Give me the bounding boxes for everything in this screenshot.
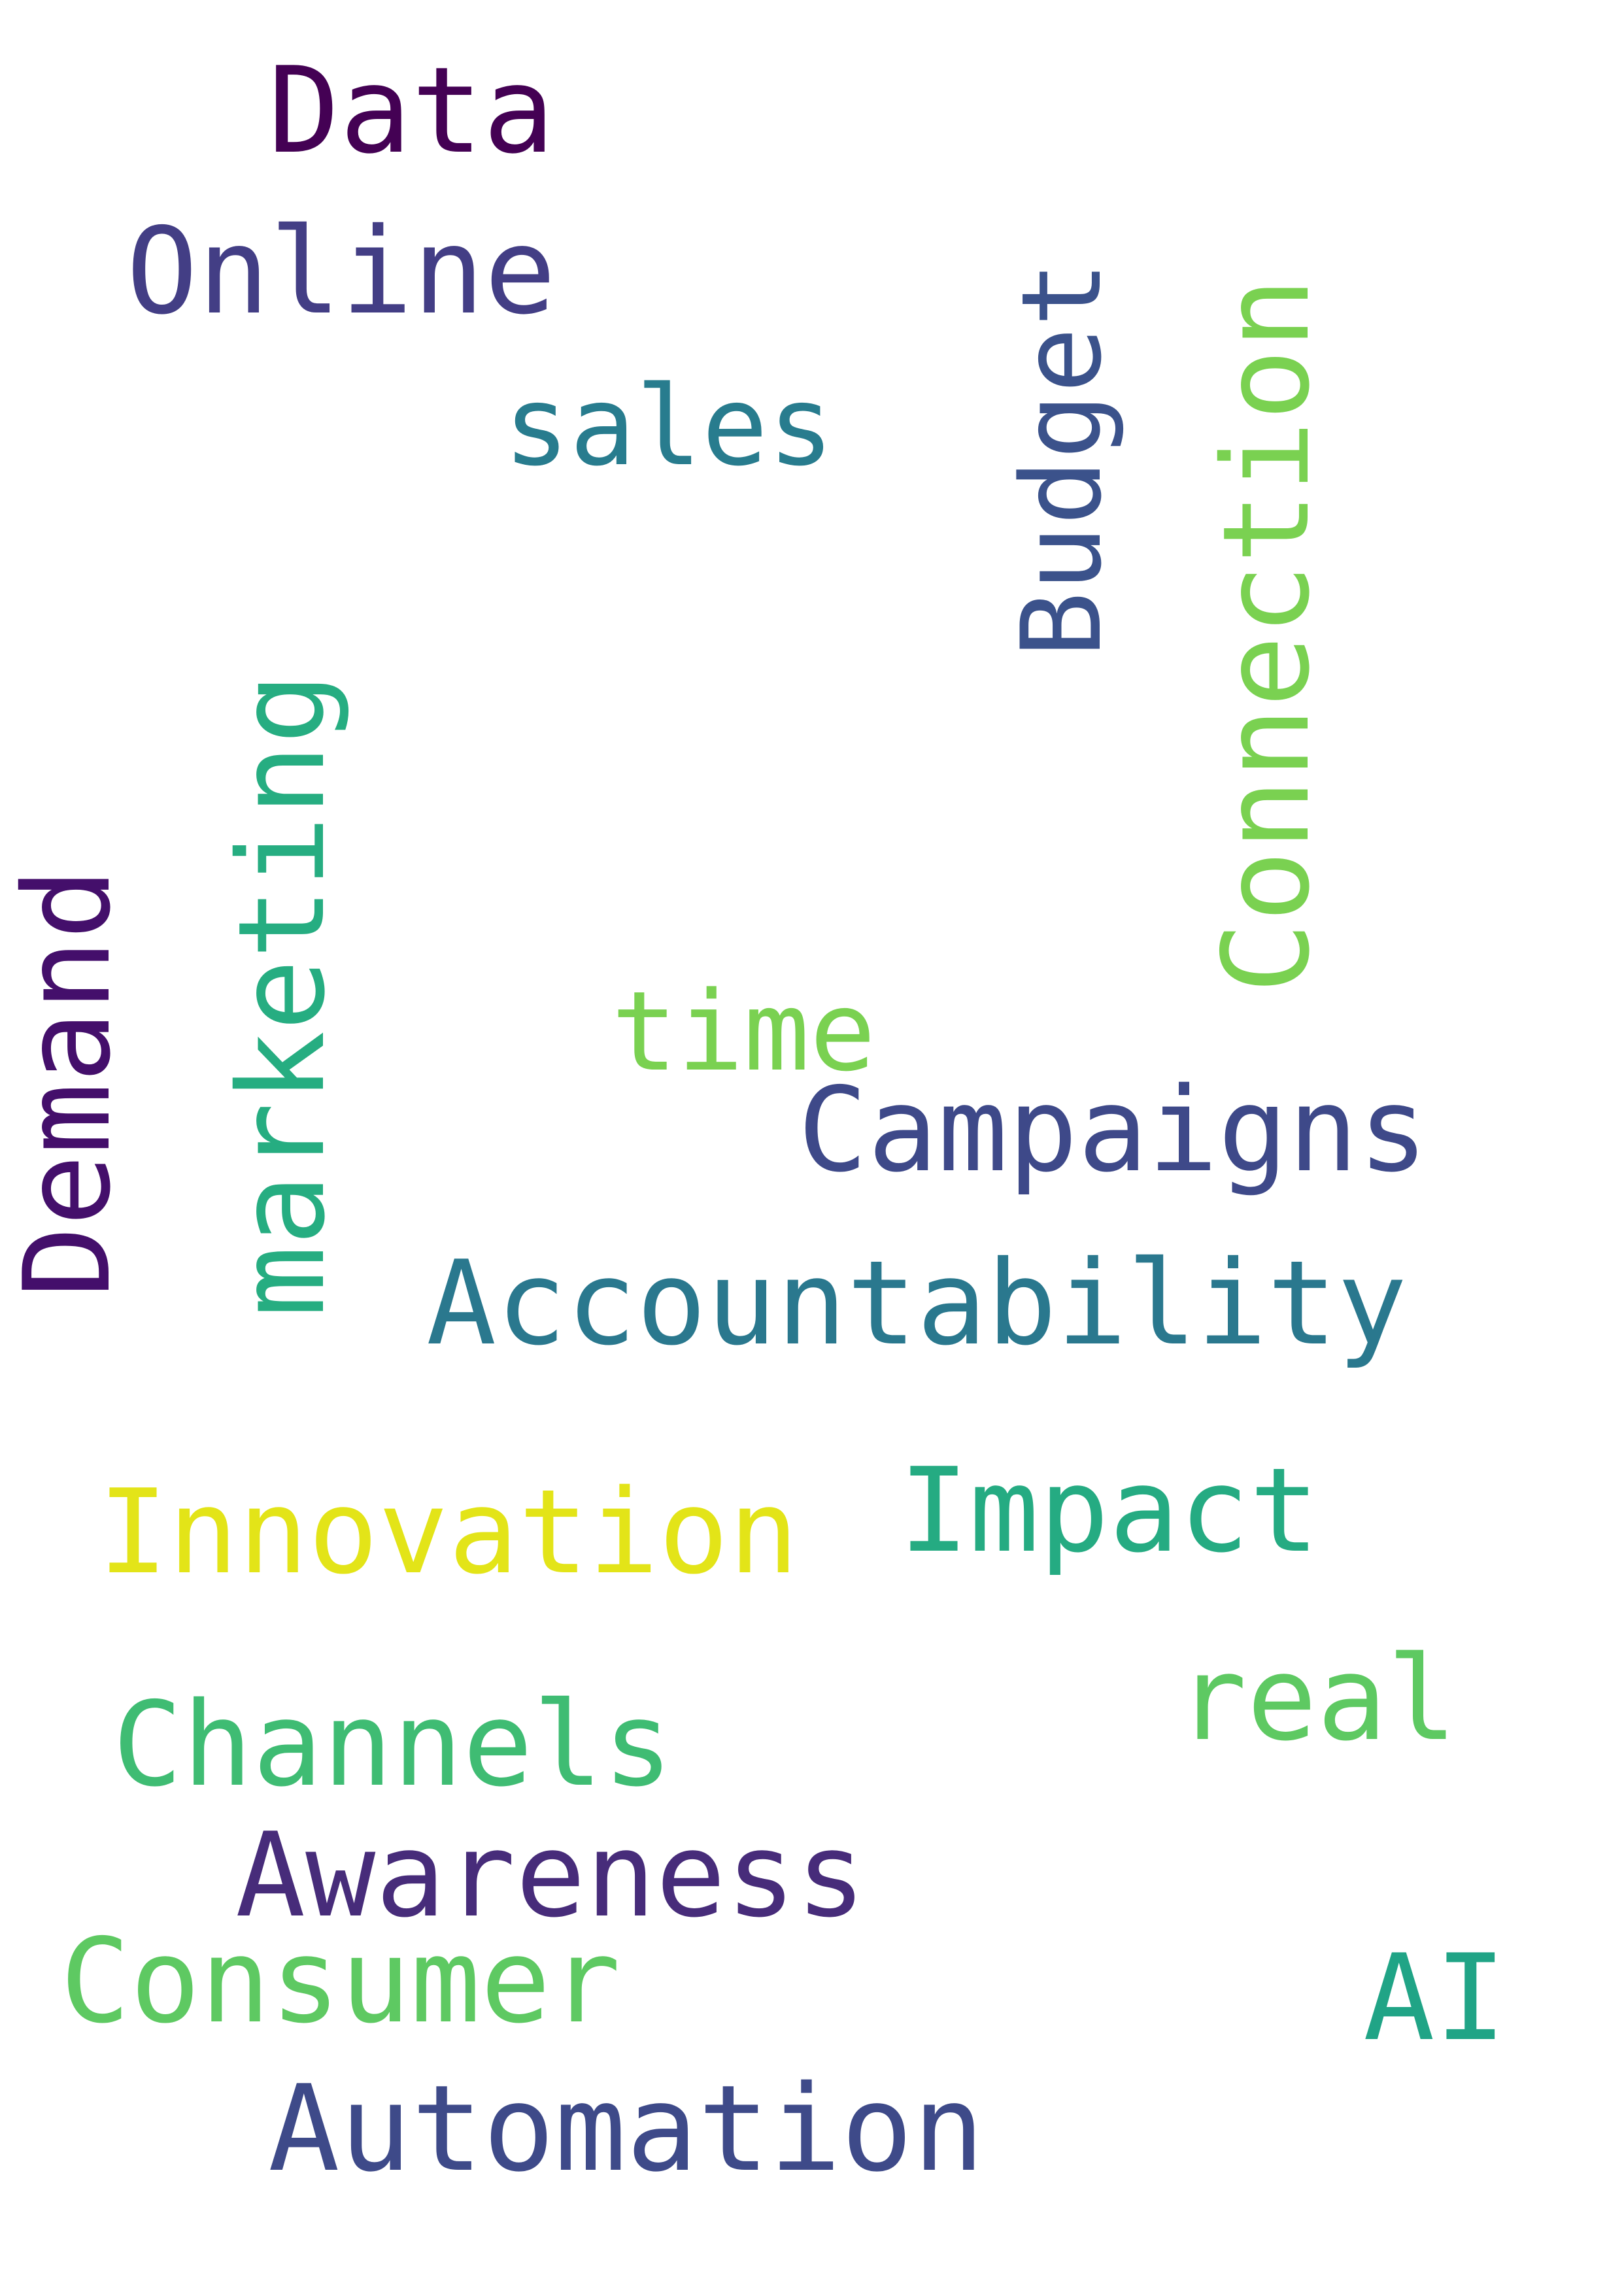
word-consumer: Consumer [60,1914,621,2049]
word-time: time [611,968,876,1096]
word-marketing: marketing [212,672,351,1317]
word-online: Online [126,202,556,341]
word-data: Data [268,41,555,180]
word-ai: AI [1363,1929,1507,2067]
word-real: real [1177,1631,1457,1766]
word-campaigns: Campaigns [798,1062,1429,1198]
word-connection: Connection [1197,277,1336,994]
word-channels: Channels [112,1677,673,1812]
word-automation: Automation [268,2059,985,2198]
word-impact: Impact [899,1443,1319,1578]
word-accountability: Accountability [426,1236,1408,1371]
word-demand: Demand [0,868,137,1298]
word-budget: Budget [998,261,1126,658]
word-sales: sales [503,362,834,490]
word-innovation: Innovation [98,1464,799,1600]
word-awareness: Awareness [235,1808,866,1943]
